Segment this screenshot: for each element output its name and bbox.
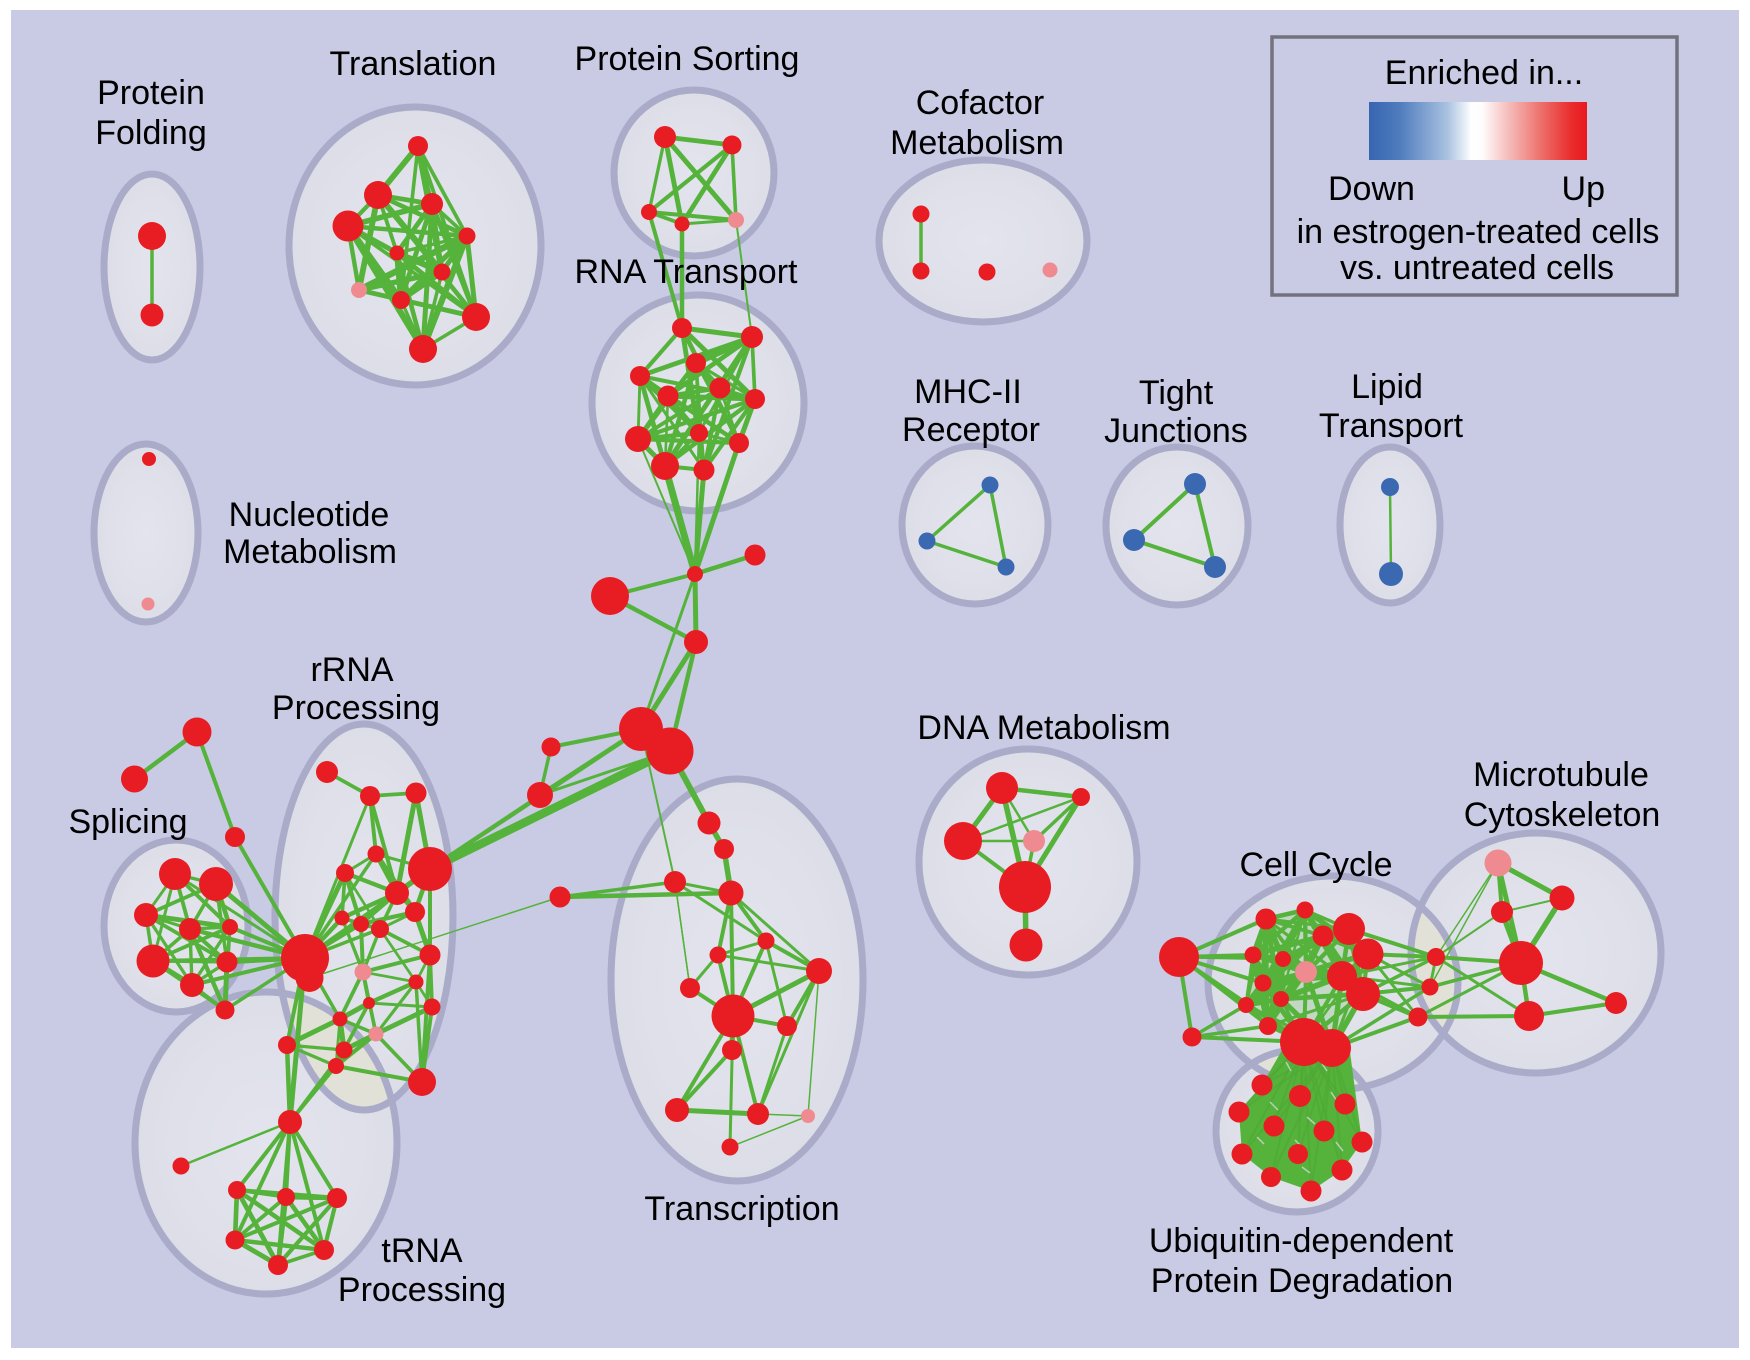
svg-text:DNA Metabolism: DNA Metabolism [917, 709, 1170, 747]
svg-text:Translation: Translation [330, 45, 497, 83]
svg-text:Processing: Processing [272, 689, 440, 727]
svg-text:Cytoskeleton: Cytoskeleton [1464, 796, 1661, 834]
svg-text:Metabolism: Metabolism [890, 124, 1064, 162]
svg-text:Processing: Processing [338, 1271, 506, 1309]
svg-text:tRNA: tRNA [381, 1232, 463, 1270]
svg-text:Nucleotide: Nucleotide [229, 496, 390, 534]
svg-text:Splicing: Splicing [68, 803, 187, 841]
svg-text:Transport: Transport [1319, 407, 1464, 445]
svg-text:Down: Down [1328, 170, 1415, 208]
svg-text:in estrogen-treated cells: in estrogen-treated cells [1297, 213, 1660, 251]
svg-text:Protein Sorting: Protein Sorting [575, 40, 800, 78]
svg-text:Metabolism: Metabolism [223, 533, 397, 571]
svg-text:Folding: Folding [95, 114, 207, 152]
svg-text:Lipid: Lipid [1351, 368, 1423, 406]
svg-text:Junctions: Junctions [1104, 412, 1248, 450]
svg-text:Receptor: Receptor [902, 411, 1040, 449]
svg-text:MHC-II: MHC-II [914, 373, 1022, 411]
svg-text:RNA Transport: RNA Transport [575, 253, 799, 291]
svg-text:Cell Cycle: Cell Cycle [1239, 846, 1392, 884]
svg-text:Transcription: Transcription [644, 1190, 839, 1228]
svg-text:Enriched in...: Enriched in... [1385, 54, 1583, 92]
svg-text:Up: Up [1562, 170, 1605, 208]
svg-text:vs. untreated cells: vs. untreated cells [1340, 249, 1614, 287]
svg-text:Microtubule: Microtubule [1473, 756, 1649, 794]
svg-text:Cofactor: Cofactor [916, 84, 1045, 122]
svg-text:Protein Degradation: Protein Degradation [1151, 1262, 1453, 1300]
svg-text:rRNA: rRNA [310, 651, 393, 689]
svg-text:Ubiquitin-dependent: Ubiquitin-dependent [1149, 1222, 1454, 1260]
svg-text:Protein: Protein [97, 74, 205, 112]
svg-text:Tight: Tight [1139, 374, 1214, 412]
